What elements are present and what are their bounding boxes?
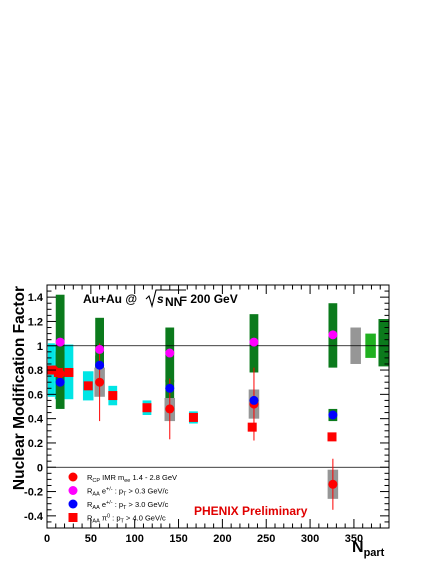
reference-lines — [47, 345, 389, 468]
marker-e03 — [55, 337, 65, 347]
legend: RCP IMR mee 1.4 - 2.8 GeV RAA e+/- : pT >… — [68, 472, 177, 525]
systematic-boxes — [47, 294, 389, 499]
chart-title: Au+Au @ s NN = 200 GeV — [83, 289, 238, 309]
marker-e30 — [249, 395, 259, 405]
marker-e30 — [328, 410, 338, 420]
y-tick-label: 0.4 — [28, 414, 44, 426]
legend-entry-rcp: RCP IMR mee 1.4 - 2.8 GeV — [87, 473, 177, 484]
marker-pi0 — [247, 422, 257, 432]
title-prefix: Au+Au @ — [83, 292, 137, 306]
marker-e30 — [165, 383, 175, 393]
x-tick-label: 250 — [257, 533, 275, 545]
y-tick-label: 0 — [37, 462, 43, 474]
title-suffix: = 200 GeV — [180, 292, 238, 306]
legend-entry-e03: RAA e+/- : pT > 0.3 GeV/c — [87, 487, 169, 498]
x-tick-label: 0 — [44, 533, 50, 545]
marker-e03 — [249, 337, 259, 347]
x-tick-label: 50 — [85, 533, 97, 545]
y-tick-label: 1 — [37, 341, 43, 353]
marker-rcp — [95, 377, 105, 387]
legend-marker-e30 — [68, 499, 78, 509]
y-tick-label: 0.6 — [28, 389, 43, 401]
sys-box-e03 — [55, 294, 65, 380]
marker-e30 — [95, 360, 105, 370]
marker-pi0 — [64, 367, 74, 377]
sqrt-symbol — [145, 289, 186, 309]
marker-pi0 — [83, 381, 93, 391]
y-tick-label: 0.2 — [28, 438, 43, 450]
x-axis-label: Npart — [352, 539, 385, 559]
data-markers — [46, 330, 338, 489]
marker-e03 — [165, 348, 175, 358]
x-tick-label: 100 — [126, 533, 144, 545]
marker-e30 — [55, 377, 65, 387]
x-tick-label: 300 — [301, 533, 319, 545]
legend-marker-pi0 — [68, 513, 78, 522]
legend-entry-e30: RAA e+/- : pT > 3.0 GeV/c — [87, 500, 169, 511]
marker-e03 — [95, 344, 105, 354]
marker-rcp — [165, 404, 175, 414]
marker-rcp — [328, 479, 338, 489]
x-tick-label: 200 — [213, 533, 231, 545]
legend-marker-rcp — [68, 472, 78, 482]
x-axis-label-sub: part — [364, 547, 385, 559]
x-tick-label: 150 — [169, 533, 187, 545]
axis-ticks: -0.4 -0.2 0 0.2 0.4 0.6 0.8 1 1.2 1.4 0 50 100 150 200… — [24, 284, 390, 545]
marker-rcp — [55, 369, 65, 379]
marker-pi0 — [108, 391, 118, 401]
y-tick-label: 1.4 — [28, 292, 44, 304]
marker-pi0 — [327, 432, 337, 442]
svg-text:s: s — [157, 292, 164, 306]
y-tick-label: -0.2 — [24, 487, 43, 499]
error-bars — [99, 343, 334, 510]
y-tick-label: 0.8 — [28, 365, 43, 377]
y-tick-label: -0.4 — [24, 511, 44, 523]
normalization-box — [378, 319, 389, 367]
y-axis-label: Nuclear Modification Factor — [11, 286, 28, 490]
marker-pi0 — [142, 403, 152, 413]
y-tick-label: 1.2 — [28, 316, 43, 328]
marker-e03 — [328, 330, 338, 340]
legend-entry-pi0: RAA π0 : pT > 4.0 GeV/c — [87, 514, 166, 525]
x-tick-label: 350 — [345, 533, 363, 545]
title-sqrt-sub: NN — [165, 295, 182, 309]
marker-pi0 — [188, 412, 198, 422]
x-axis-label-main: N — [352, 539, 364, 556]
legend-marker-e03 — [68, 486, 78, 495]
svg-text:Au+Au @: Au+Au @ — [83, 292, 137, 306]
phenix-preliminary-label: PHENIX Preliminary — [194, 504, 308, 518]
